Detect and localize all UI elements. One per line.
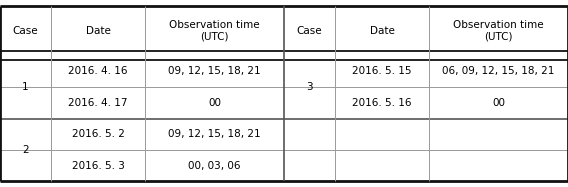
Text: 3: 3: [306, 82, 313, 92]
Text: Case: Case: [12, 26, 39, 36]
Text: Case: Case: [296, 26, 323, 36]
Text: 2016. 5. 15: 2016. 5. 15: [352, 66, 412, 76]
Text: 00, 03, 06: 00, 03, 06: [188, 161, 241, 171]
Text: 00: 00: [492, 98, 505, 108]
Text: 2016. 4. 16: 2016. 4. 16: [68, 66, 128, 76]
Text: 2016. 4. 17: 2016. 4. 17: [68, 98, 128, 108]
Text: Observation time
(UTC): Observation time (UTC): [169, 20, 260, 42]
Text: Date: Date: [370, 26, 394, 36]
Text: 2016. 5. 16: 2016. 5. 16: [352, 98, 412, 108]
Text: 09, 12, 15, 18, 21: 09, 12, 15, 18, 21: [168, 66, 261, 76]
Text: 1: 1: [22, 82, 29, 92]
Text: 2016. 5. 2: 2016. 5. 2: [72, 129, 124, 139]
Text: Observation time
(UTC): Observation time (UTC): [453, 20, 544, 42]
Text: 00: 00: [208, 98, 221, 108]
Text: 06, 09, 12, 15, 18, 21: 06, 09, 12, 15, 18, 21: [442, 66, 554, 76]
Text: 2016. 5. 3: 2016. 5. 3: [72, 161, 124, 171]
Text: 2: 2: [22, 145, 29, 155]
Text: Date: Date: [86, 26, 110, 36]
Text: 09, 12, 15, 18, 21: 09, 12, 15, 18, 21: [168, 129, 261, 139]
